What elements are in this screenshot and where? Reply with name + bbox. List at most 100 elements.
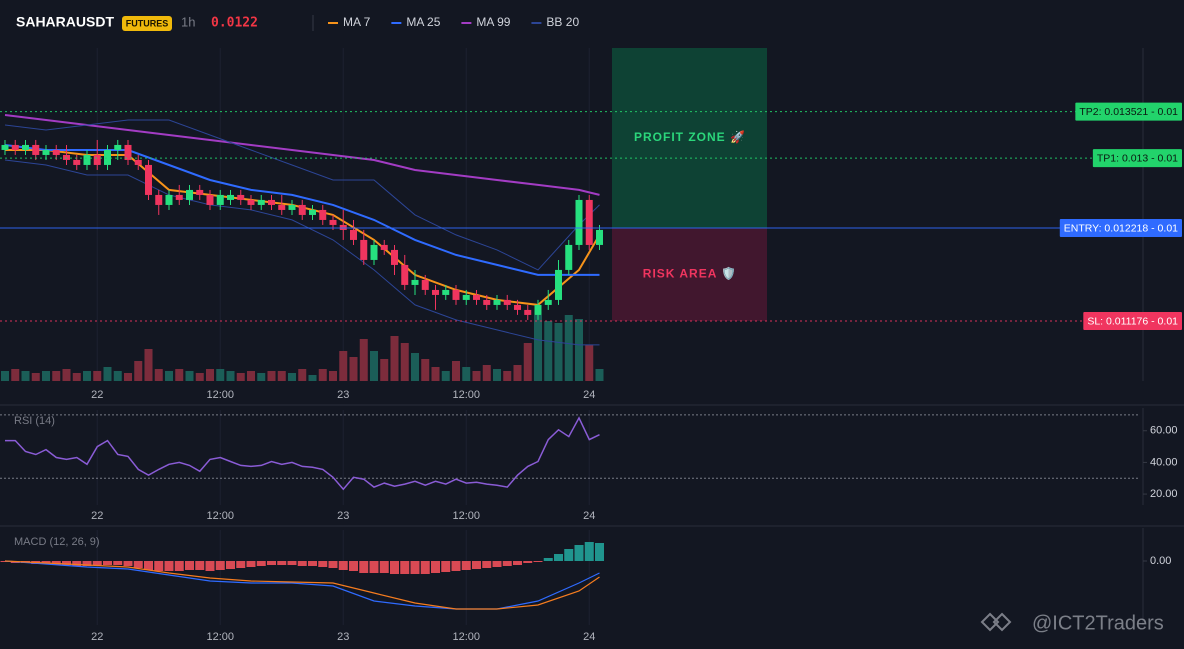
macd-histogram <box>133 561 143 568</box>
volume-bar <box>206 369 214 381</box>
y-tick-label: 20.00 <box>1150 488 1178 500</box>
zone-label: PROFIT ZONE 🚀 <box>634 130 746 144</box>
macd-histogram <box>103 561 112 565</box>
x-tick-label: 24 <box>583 631 595 643</box>
trade-zone <box>612 227 767 322</box>
candle-body <box>73 159 81 165</box>
candle-body <box>257 199 265 205</box>
candle-body <box>1 144 9 150</box>
macd-histogram <box>472 561 481 569</box>
volume-bar <box>534 315 542 381</box>
legend-label: MA 7 <box>343 15 371 29</box>
candle-body <box>309 209 316 215</box>
macd-histogram <box>338 561 348 570</box>
market: FUTURES <box>126 18 169 28</box>
interval[interactable]: 1h <box>181 14 195 29</box>
candle-body <box>227 194 234 200</box>
pane-title: MACD (12, 26, 9) <box>14 536 100 548</box>
macd-histogram <box>82 561 92 566</box>
macd-histogram <box>584 542 594 561</box>
volume-bar <box>277 371 286 381</box>
macd-histogram <box>564 549 574 561</box>
macd-histogram <box>287 561 297 565</box>
candle-body <box>596 229 603 245</box>
candle-body <box>360 239 368 260</box>
legend-label: MA 25 <box>406 15 440 29</box>
macd-histogram <box>349 561 358 571</box>
macd-histogram <box>195 561 205 570</box>
candle-body <box>339 224 347 230</box>
level-label: ENTRY: 0.012218 - 0.01 <box>1064 222 1178 234</box>
macd-histogram <box>267 561 276 565</box>
indicator-line <box>4 119 600 271</box>
macd-histogram <box>226 561 235 569</box>
volume-bar <box>113 371 122 381</box>
volume-bar <box>247 371 255 381</box>
y-tick-label: 60.00 <box>1150 425 1178 437</box>
x-tick-label: 23 <box>337 389 349 401</box>
macd-histogram <box>400 561 410 574</box>
last-price: 0.0122 <box>211 16 258 31</box>
volume-bar <box>52 371 61 381</box>
volume-bar <box>226 371 235 381</box>
pane-title: RSI (14) <box>14 415 55 427</box>
candle-body <box>452 289 460 300</box>
level-tag <box>1075 102 1182 121</box>
volume-bar <box>124 373 132 381</box>
volume-bar <box>431 367 440 381</box>
candle-body <box>575 199 583 245</box>
volume-bar <box>513 365 522 381</box>
macd-histogram <box>574 545 584 561</box>
candle-body <box>462 294 470 300</box>
volume-bar <box>329 371 337 381</box>
macd-histogram <box>205 561 215 571</box>
candle-body <box>134 159 142 165</box>
volume-bar <box>554 323 563 381</box>
candle-body <box>237 194 245 200</box>
candle-body <box>421 279 429 290</box>
volume-bar <box>390 336 399 381</box>
indicator-line <box>4 560 600 610</box>
candle-body <box>145 164 152 195</box>
macd-histogram <box>113 561 123 565</box>
macd-histogram <box>277 561 287 565</box>
macd-histogram <box>359 561 369 573</box>
volume-bar <box>585 345 594 381</box>
macd-histogram <box>543 558 553 561</box>
candle-body <box>401 264 409 285</box>
x-tick-label: 23 <box>337 510 349 522</box>
volume-bar <box>544 321 553 381</box>
level-tag <box>1092 149 1182 168</box>
macd-histogram <box>72 561 82 566</box>
volume-bar <box>83 371 91 381</box>
volume-bar <box>349 357 358 381</box>
macd-histogram <box>297 561 307 566</box>
candle-body <box>11 144 19 150</box>
x-tick-label: 23 <box>337 631 349 643</box>
candle-body <box>329 219 337 225</box>
macd-histogram <box>554 554 563 561</box>
macd-histogram <box>379 561 389 573</box>
candle-body <box>114 144 122 150</box>
macd-histogram <box>185 561 194 570</box>
macd-histogram <box>246 561 256 567</box>
macd-histogram <box>256 561 266 566</box>
candle-body <box>565 244 573 270</box>
volume-bar <box>288 373 296 381</box>
symbol: SAHARAUSDT <box>16 14 114 30</box>
volume-bar <box>62 369 71 381</box>
macd-histogram <box>92 561 102 565</box>
legend-label: BB 20 <box>546 15 579 29</box>
volume-bar <box>370 351 378 381</box>
volume-bar <box>339 351 348 381</box>
level-label: TP2: 0.013521 - 0.01 <box>1079 106 1178 118</box>
x-tick-label: 22 <box>91 389 103 401</box>
trade-zone <box>612 48 767 228</box>
candle-body <box>432 289 439 295</box>
candle-body <box>555 269 562 300</box>
volume-bar <box>154 369 163 381</box>
macd-histogram <box>420 561 430 574</box>
candle-body <box>473 294 480 300</box>
level-tag <box>1059 218 1182 237</box>
